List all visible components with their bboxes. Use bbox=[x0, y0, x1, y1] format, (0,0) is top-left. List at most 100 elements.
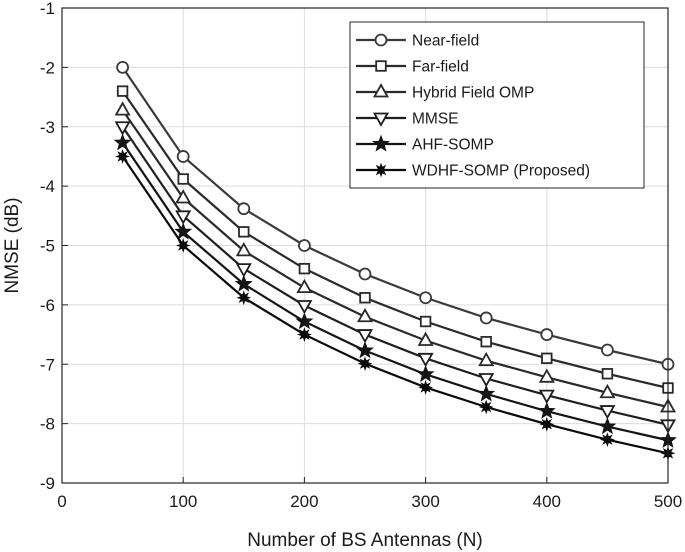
legend-entry: Near-field bbox=[356, 33, 479, 50]
data-point bbox=[599, 383, 616, 399]
legend-marker bbox=[372, 83, 390, 98]
data-point bbox=[479, 311, 493, 325]
y-tick-label: -8 bbox=[40, 415, 55, 434]
legend-marker bbox=[372, 134, 390, 152]
data-point bbox=[177, 173, 189, 185]
legend-box bbox=[349, 21, 645, 189]
series-mmse bbox=[114, 121, 677, 434]
data-point bbox=[114, 101, 131, 116]
data-point bbox=[477, 384, 496, 402]
y-tick-label: -4 bbox=[40, 177, 55, 196]
series-line bbox=[121, 90, 669, 390]
y-tick-label: -7 bbox=[40, 355, 55, 374]
legend-label: Hybrid Field OMP bbox=[412, 85, 534, 102]
legend-marker bbox=[372, 112, 390, 127]
legend-label: MMSE bbox=[412, 111, 459, 128]
data-point bbox=[600, 432, 615, 448]
data-point bbox=[297, 327, 312, 342]
plot-series bbox=[113, 60, 677, 461]
x-tick-label: 100 bbox=[169, 492, 197, 511]
data-point bbox=[235, 263, 252, 278]
data-point bbox=[298, 262, 311, 275]
x-tick-label: 200 bbox=[290, 492, 318, 511]
data-point bbox=[538, 368, 555, 383]
data-point bbox=[359, 292, 371, 304]
data-point bbox=[478, 351, 495, 367]
legend-entry: Hybrid Field OMP bbox=[356, 83, 534, 102]
data-point bbox=[418, 380, 433, 395]
data-point bbox=[599, 405, 616, 420]
data-point bbox=[417, 331, 434, 346]
data-point bbox=[114, 121, 131, 136]
data-point bbox=[174, 222, 193, 240]
data-point bbox=[356, 307, 374, 323]
y-tick-label: -3 bbox=[40, 118, 55, 137]
x-tick-label: 500 bbox=[654, 492, 682, 511]
legend-entry: Far-field bbox=[356, 59, 469, 76]
data-point bbox=[234, 274, 253, 292]
x-tick-label: 300 bbox=[411, 492, 439, 511]
x-tick-label: 0 bbox=[57, 492, 66, 511]
series-wdhf-somp-proposed bbox=[115, 149, 676, 461]
legend-marker bbox=[375, 60, 387, 72]
data-point bbox=[358, 267, 372, 281]
y-axis-label: NMSE (dB) bbox=[2, 197, 23, 293]
legend-marker bbox=[373, 162, 389, 178]
legend-label: WDHF-SOMP (Proposed) bbox=[412, 163, 590, 180]
x-tick-label: 400 bbox=[533, 492, 561, 511]
legend-label: AHF-SOMP bbox=[412, 137, 494, 154]
data-point bbox=[175, 189, 192, 204]
legend: Near-field Far-field Hybrid Field OMP MMSE A… bbox=[349, 21, 645, 189]
series-line bbox=[121, 155, 669, 455]
data-point bbox=[419, 315, 432, 328]
y-tick-label: -2 bbox=[40, 58, 55, 77]
y-tick-label: -1 bbox=[40, 0, 55, 18]
data-point bbox=[295, 312, 314, 330]
data-point bbox=[540, 328, 554, 341]
data-point bbox=[598, 417, 617, 435]
data-point bbox=[419, 291, 433, 305]
tick-labels: 0 100 200 300 400 500 -9 -8 -7 -6 -5 -4 -3 -2 -1 bbox=[40, 0, 682, 511]
data-point bbox=[237, 202, 251, 216]
y-tick-label: -9 bbox=[40, 474, 55, 493]
series-near-field bbox=[116, 60, 675, 371]
data-point bbox=[176, 150, 190, 163]
data-point bbox=[235, 242, 252, 257]
series-line bbox=[121, 126, 669, 426]
data-point bbox=[175, 238, 191, 253]
data-point bbox=[539, 416, 555, 432]
legend-entry: AHF-SOMP bbox=[356, 134, 494, 154]
series-line bbox=[121, 66, 669, 366]
data-point bbox=[416, 364, 435, 382]
data-point bbox=[480, 335, 492, 348]
data-point bbox=[537, 401, 556, 419]
data-point bbox=[417, 352, 434, 368]
y-tick-label: -5 bbox=[40, 237, 55, 256]
legend-label: Far-field bbox=[412, 59, 469, 76]
data-point bbox=[538, 389, 555, 404]
legend-entry: WDHF-SOMP (Proposed) bbox=[356, 163, 590, 180]
data-point bbox=[601, 343, 614, 357]
data-point bbox=[601, 368, 614, 380]
data-point bbox=[116, 60, 129, 74]
series-line bbox=[121, 109, 669, 409]
y-tick-label: -6 bbox=[40, 296, 55, 315]
legend-label: Near-field bbox=[412, 33, 479, 50]
data-point bbox=[238, 226, 250, 238]
x-axis-label: Number of BS Antennas (N) bbox=[247, 530, 483, 551]
data-point bbox=[478, 373, 495, 388]
data-point bbox=[113, 133, 132, 151]
legend-marker bbox=[374, 33, 388, 47]
legend-entry: MMSE bbox=[356, 111, 459, 128]
data-point bbox=[236, 290, 252, 306]
series-line bbox=[121, 142, 669, 442]
data-point bbox=[541, 352, 553, 365]
data-point bbox=[296, 300, 313, 315]
data-point bbox=[116, 85, 129, 97]
data-point bbox=[357, 356, 373, 372]
data-point bbox=[356, 341, 374, 359]
data-point bbox=[297, 239, 311, 252]
data-point bbox=[175, 210, 192, 225]
data-point bbox=[296, 278, 313, 294]
